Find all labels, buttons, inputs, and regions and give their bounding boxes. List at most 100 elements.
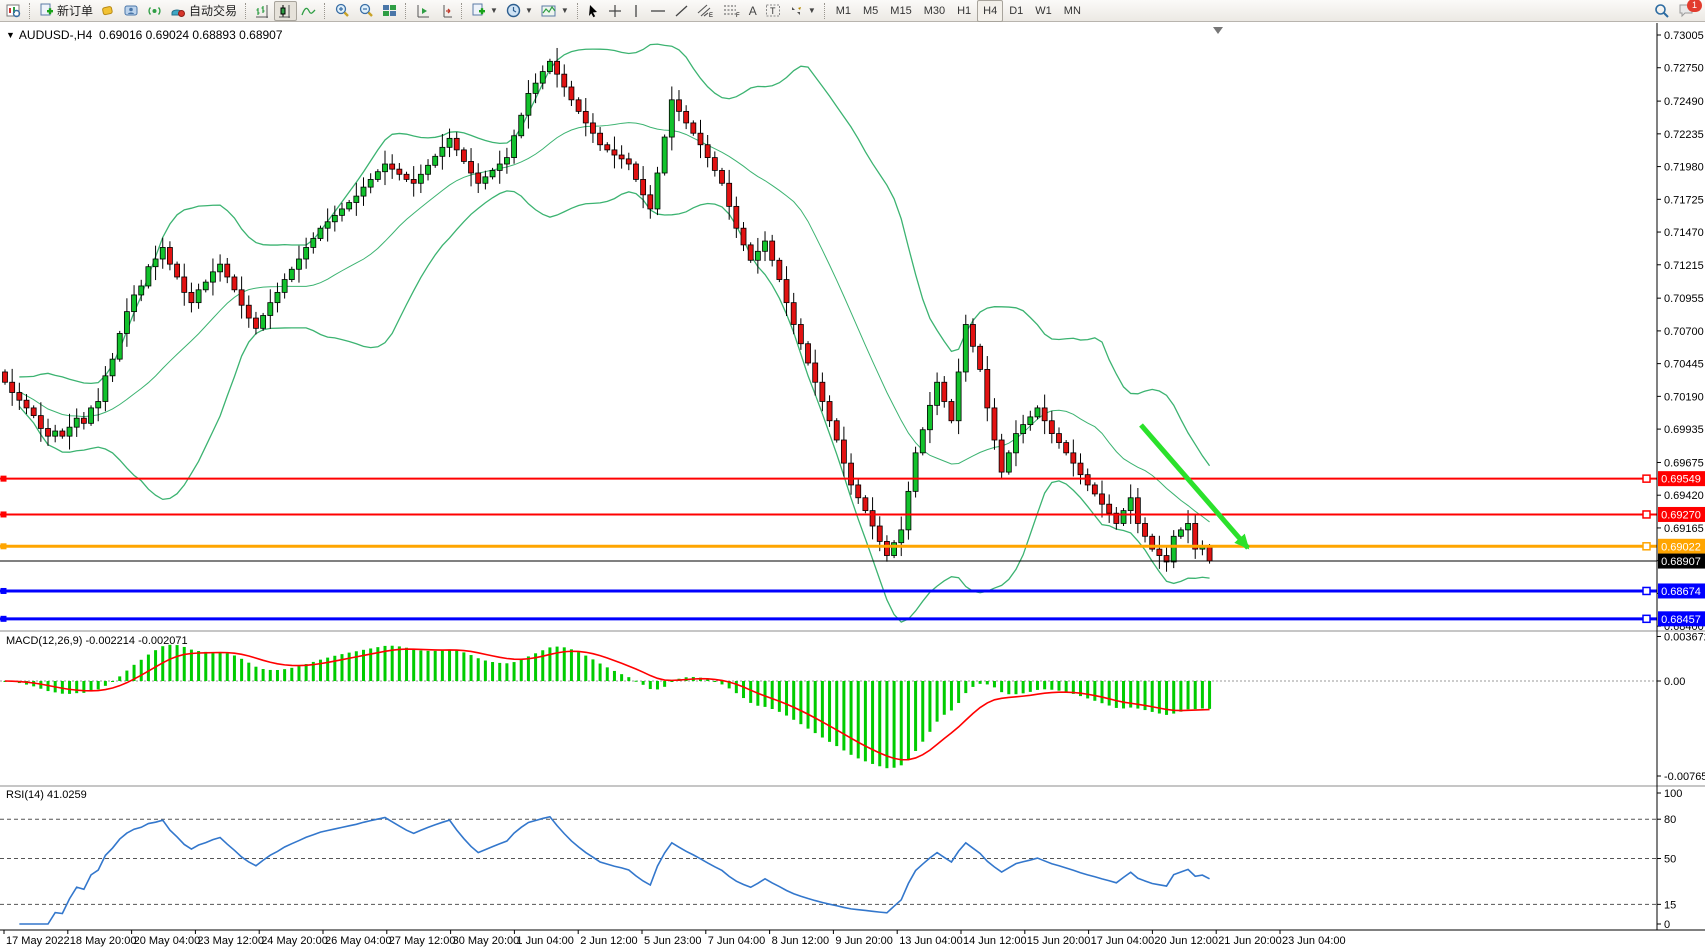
svg-text:0.72235: 0.72235 (1664, 129, 1704, 141)
svg-text:0.003672: 0.003672 (1664, 631, 1705, 643)
new-chart-button[interactable] (2, 1, 25, 21)
line-chart-icon (301, 7, 316, 15)
timeframe-h1[interactable]: H1 (957, 4, 972, 17)
timeframe-h4[interactable]: H4 (977, 0, 1004, 22)
timeframe-w1[interactable]: W1 (1035, 4, 1052, 17)
svg-text:0.70955: 0.70955 (1664, 293, 1704, 305)
rsi-axis: 100 80 50 15 0 (1657, 788, 1682, 931)
crosshair-button[interactable] (604, 1, 626, 21)
separator (324, 2, 326, 19)
svg-text:0.71215: 0.71215 (1664, 260, 1704, 272)
svg-text:0.72490: 0.72490 (1664, 96, 1704, 108)
svg-text:15 Jun 20:00: 15 Jun 20:00 (1027, 935, 1091, 947)
macd-axis: 0.003672 0.00 -0.007656 (1657, 631, 1705, 783)
svg-text:27 May 12:00: 27 May 12:00 (389, 935, 456, 947)
auto-scroll-button[interactable] (411, 1, 434, 21)
metaeditor-icon (124, 5, 138, 15)
ohlc-high: 0.69024 (145, 28, 190, 42)
tile-windows-button[interactable] (378, 1, 401, 21)
separator (461, 2, 463, 19)
svg-text:0.69165: 0.69165 (1664, 523, 1704, 535)
svg-text:9 Jun 20:00: 9 Jun 20:00 (835, 935, 893, 947)
svg-text:0.69935: 0.69935 (1664, 424, 1704, 436)
svg-text:2 Jun 12:00: 2 Jun 12:00 (580, 935, 638, 947)
separator (823, 2, 826, 19)
svg-text:0: 0 (1664, 919, 1670, 931)
new-order-icon (40, 3, 53, 16)
arrows-icon (791, 6, 801, 15)
svg-text:0.70445: 0.70445 (1664, 359, 1704, 371)
line-chart-button[interactable] (297, 1, 320, 21)
periods-button[interactable]: ▼ (502, 1, 537, 21)
macd-values: -0.002214 -0.002071 (85, 635, 188, 647)
vertical-line-button[interactable] (626, 1, 646, 21)
svg-text:5 Jun 23:00: 5 Jun 23:00 (644, 935, 702, 947)
vline-icon (635, 4, 637, 17)
auto-scroll-icon (417, 4, 430, 17)
fibonacci-button[interactable]: F (719, 1, 745, 21)
svg-text:7 Jun 04:00: 7 Jun 04:00 (708, 935, 766, 947)
equidistant-channel-button[interactable]: E (693, 1, 719, 21)
bollinger-bands (18, 43, 1211, 623)
price-badges: 0.69549 0.69270 0.69022 0.68674 0.68457 0.689… (1658, 471, 1705, 627)
timeframe-mn[interactable]: MN (1063, 4, 1081, 17)
toolbar: 新订单 自动交易 (0, 0, 1705, 22)
timeframe-m1[interactable]: M1 (835, 4, 852, 17)
indicators-icon (472, 3, 486, 16)
trendline-button[interactable] (670, 1, 693, 21)
cursor-button[interactable] (583, 1, 604, 21)
svg-text:0.69022: 0.69022 (1661, 541, 1701, 553)
horizontal-line-button[interactable] (646, 1, 670, 21)
indicators-button[interactable]: ▼ (467, 1, 502, 21)
bar-chart-icon (256, 4, 269, 18)
separator (576, 2, 579, 19)
market-button[interactable] (97, 1, 120, 21)
rsi-value: 41.0259 (46, 789, 87, 801)
svg-text:0.71725: 0.71725 (1664, 194, 1704, 206)
svg-text:0.70190: 0.70190 (1664, 391, 1704, 403)
svg-text:23 May 12:00: 23 May 12:00 (197, 935, 264, 947)
svg-text:100: 100 (1664, 788, 1682, 800)
text-label-button[interactable]: T (761, 1, 785, 21)
svg-text:0.69675: 0.69675 (1664, 457, 1704, 469)
autotrading-button[interactable]: 自动交易 (166, 1, 241, 21)
separator (245, 2, 247, 19)
zoom-out-button[interactable] (354, 1, 378, 21)
arrows-button[interactable]: ▼ (785, 1, 820, 21)
one-click-trading-toggle[interactable]: ▼ (6, 30, 15, 40)
chart-info-line[interactable]: ▼ AUDUSD-,H4 0.69016 0.69024 0.68893 0.68… (6, 28, 283, 42)
market-icon (102, 5, 113, 15)
candlestick-chart-button[interactable] (274, 0, 298, 21)
macd-panel (0, 644, 1657, 769)
timeframe-m30[interactable]: M30 (923, 4, 946, 17)
trendline-annotation[interactable] (1139, 423, 1250, 550)
text-icon: A (748, 3, 757, 18)
chart-shift-icon (443, 4, 453, 17)
new-order-label: 新订单 (57, 4, 94, 18)
new-chart-icon (6, 4, 21, 17)
zoom-in-button[interactable] (330, 1, 354, 21)
templates-button[interactable]: ▼ (537, 1, 573, 21)
timeframe-m5[interactable]: M5 (863, 4, 879, 17)
chart-shift-button[interactable] (434, 1, 457, 21)
text-button[interactable]: A (745, 1, 761, 21)
ohlc-low: 0.68893 (192, 28, 236, 42)
notifications-button[interactable]: 1 (1678, 0, 1702, 18)
search-icon[interactable] (1654, 3, 1670, 19)
svg-text:20 Jun 12:00: 20 Jun 12:00 (1154, 935, 1218, 947)
bar-chart-button[interactable] (251, 1, 274, 21)
horizontal-lines[interactable] (0, 474, 1657, 624)
signals-button[interactable] (143, 1, 166, 21)
macd-label: MACD(12,26,9) -0.002214 -0.002071 (6, 635, 188, 647)
periods-clock-icon (506, 3, 521, 18)
svg-text:30 May 20:00: 30 May 20:00 (453, 935, 520, 947)
chevron-down-icon: ▼ (524, 6, 533, 15)
timeframe-m15[interactable]: M15 (890, 4, 912, 17)
timeframe-d1[interactable]: D1 (1009, 4, 1024, 17)
chevron-down-icon: ▼ (490, 6, 498, 15)
metaeditor-button[interactable] (120, 1, 143, 21)
rsi-label: RSI(14) 41.0259 (6, 789, 87, 801)
new-order-button[interactable]: 新订单 (35, 1, 97, 21)
